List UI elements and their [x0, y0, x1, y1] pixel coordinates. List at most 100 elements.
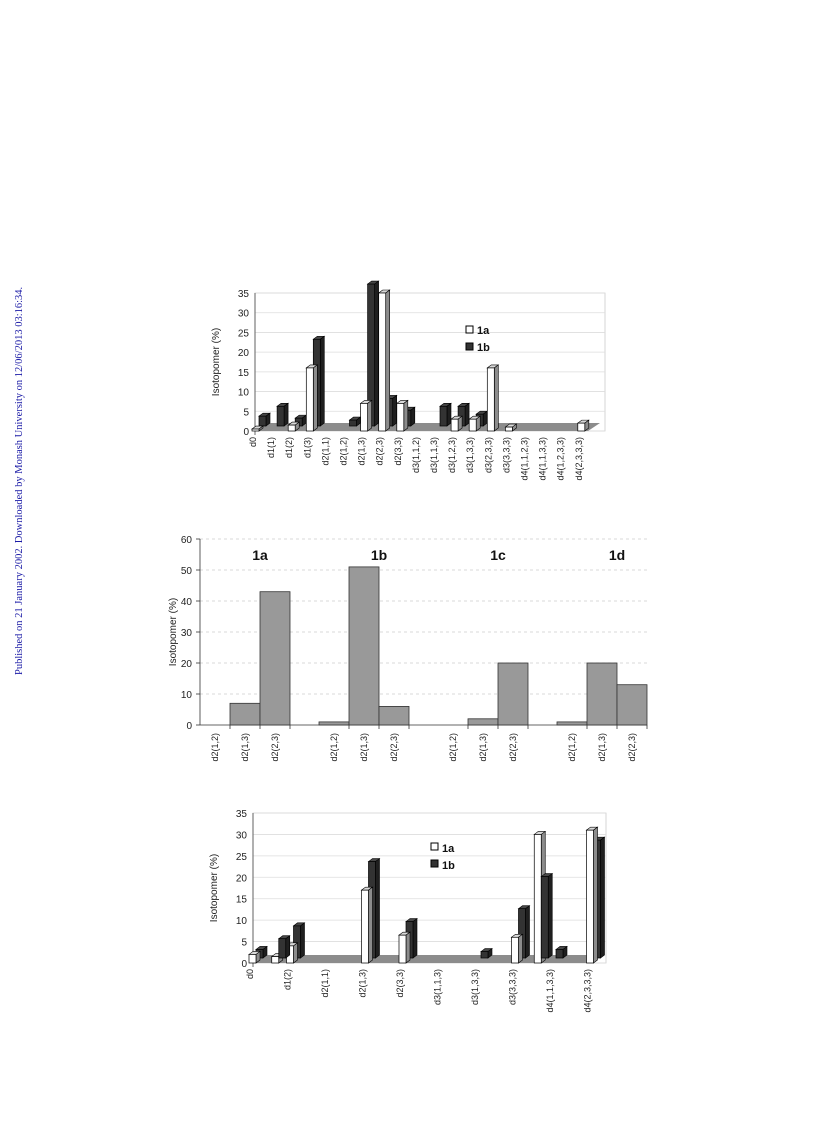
bar-1b — [276, 402, 290, 427]
x-tick-label: d3(3,3,3) — [501, 437, 511, 473]
bar-1a — [248, 950, 261, 964]
legend-swatch-1a — [430, 842, 439, 851]
bar-1a — [360, 886, 374, 964]
bar — [616, 684, 648, 726]
y-tick-label: 5 — [243, 407, 249, 418]
x-tick-label: d2(1,2) — [567, 733, 577, 762]
y-tick-label: 15 — [236, 895, 248, 906]
y-tick-label: 20 — [181, 659, 193, 670]
y-tick-label: 10 — [236, 916, 248, 927]
bar-1a — [395, 399, 409, 432]
legend-swatch-1a — [465, 325, 474, 334]
y-tick-label: 10 — [238, 388, 250, 399]
y-axis-label: Isotopomer (%) — [211, 328, 222, 396]
legend-label-1b: 1b — [442, 860, 455, 872]
x-tick-label: d3(3,3,3) — [508, 969, 518, 1005]
y-tick-label: 35 — [236, 809, 248, 820]
x-tick-label: d2(1,3) — [240, 733, 250, 762]
x-tick-label: d2(2,3) — [508, 733, 518, 762]
bar-1a — [576, 419, 590, 432]
x-tick-label: d3(1,1,3) — [429, 437, 439, 473]
x-tick-label: d0 — [245, 969, 255, 979]
x-tick-label: d1(2) — [284, 437, 294, 458]
x-tick-label: d4(1,1,2,3) — [520, 437, 530, 481]
y-tick-label: 60 — [181, 535, 193, 546]
bar — [586, 662, 618, 726]
group-label: 1a — [252, 547, 268, 563]
chart-2: 0 10 20 30 40 50 60 Isotopomer (%) 1a d2(1,2) d2(1… — [168, 535, 648, 762]
bar-1a — [450, 415, 464, 432]
x-tick-label: d4(1,1,3,3) — [545, 969, 555, 1013]
x-tick-label: d0 — [248, 437, 258, 447]
bar-1a — [287, 421, 301, 432]
bar-1a — [585, 826, 599, 964]
x-tick-label: d4(1,2,3,3) — [556, 437, 566, 481]
y-tick-label: 30 — [181, 628, 193, 639]
y-tick-label: 20 — [238, 348, 250, 359]
y-tick-label: 25 — [238, 328, 250, 339]
y-tick-label: 25 — [236, 852, 248, 863]
x-tick-label: d4(2,3,3,3) — [583, 969, 593, 1013]
chart-1: 0 5 10 15 20 25 30 35 Isotopomer (%) d0 d1(1) d1(2)… — [211, 280, 606, 481]
bar-1a — [468, 415, 482, 432]
bar-1b — [480, 947, 493, 959]
y-tick-label: 35 — [238, 289, 250, 300]
bar-1b — [277, 935, 291, 959]
y-tick-label: 0 — [241, 959, 247, 970]
bar — [318, 721, 350, 726]
x-tick-label: d3(1,2,3) — [447, 437, 457, 473]
legend-swatch-1b — [430, 859, 439, 868]
y-tick-label: 15 — [238, 368, 250, 379]
x-tick-label: d2(3,3) — [393, 437, 403, 466]
x-tick-label: d2(1,2) — [210, 733, 220, 762]
x-tick-label: d4(2,3,3,3) — [574, 437, 584, 481]
legend-swatch-1b — [465, 342, 474, 351]
x-tick-label: d2(2,3) — [270, 733, 280, 762]
y-tick-label: 50 — [181, 566, 193, 577]
bar — [556, 721, 588, 726]
bar — [229, 702, 261, 726]
y-tick-label: 0 — [243, 427, 249, 438]
x-tick-label: d1(3) — [302, 437, 312, 458]
legend-label-1a: 1a — [442, 843, 455, 855]
bar-1a — [377, 289, 391, 432]
x-tick-label: d2(1,2) — [339, 437, 349, 466]
x-tick-label: d2(2,3) — [389, 733, 399, 762]
bar-1b — [439, 402, 452, 427]
bar-1a — [398, 931, 411, 964]
x-tick-label: d3(1,1,2) — [411, 437, 421, 473]
x-tick-label: d2(1,3) — [597, 733, 607, 762]
group-label: 1d — [609, 547, 625, 563]
y-tick-label: 30 — [236, 830, 248, 841]
y-axis-label: Isotopomer (%) — [209, 854, 220, 922]
bar-1b — [258, 412, 271, 427]
x-tick-label: d2(1,2) — [448, 733, 458, 762]
legend-label-1b: 1b — [477, 342, 490, 354]
x-tick-label: d3(2,3,3) — [483, 437, 493, 473]
bar-1a — [486, 364, 500, 432]
x-tick-label: d3(1,3,3) — [465, 437, 475, 473]
x-tick-label: d2(1,3) — [358, 969, 368, 998]
legend-label-1a: 1a — [477, 325, 490, 337]
x-tick-label: d2(2,3) — [627, 733, 637, 762]
plot-area — [252, 812, 607, 964]
y-axis-label: Isotopomer (%) — [168, 598, 179, 666]
x-tick-label: d1(2) — [283, 969, 293, 990]
group-label: 1b — [371, 547, 387, 563]
bar-1a — [251, 425, 264, 432]
bar-1a — [305, 364, 319, 432]
y-tick-label: 10 — [181, 690, 193, 701]
x-tick-label: d4(1,1,3,3) — [538, 437, 548, 481]
bar-1a — [510, 933, 524, 964]
bar — [259, 591, 291, 726]
x-tick-label: d2(1,1) — [320, 969, 330, 998]
y-tick-label: 20 — [236, 873, 248, 884]
x-tick-label: d2(1,3) — [359, 733, 369, 762]
y-tick-label: 5 — [241, 938, 247, 949]
y-tick-label: 40 — [181, 597, 193, 608]
x-tick-label: d2(1,3) — [357, 437, 367, 466]
chart-3: 0 5 10 15 20 25 30 35 Isotopomer (%) d0 d1(2) d2(1,… — [209, 809, 607, 1013]
x-tick-label: d2(1,1) — [320, 437, 330, 466]
